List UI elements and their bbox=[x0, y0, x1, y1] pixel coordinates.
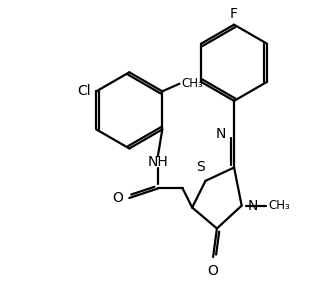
Text: CH₃: CH₃ bbox=[268, 199, 290, 212]
Text: S: S bbox=[196, 160, 205, 174]
Text: CH₃: CH₃ bbox=[181, 77, 203, 90]
Text: O: O bbox=[113, 191, 123, 205]
Text: F: F bbox=[230, 7, 238, 21]
Text: Cl: Cl bbox=[77, 84, 91, 98]
Text: N: N bbox=[216, 127, 226, 141]
Text: O: O bbox=[208, 264, 218, 278]
Text: NH: NH bbox=[148, 155, 168, 169]
Text: N: N bbox=[247, 199, 258, 213]
